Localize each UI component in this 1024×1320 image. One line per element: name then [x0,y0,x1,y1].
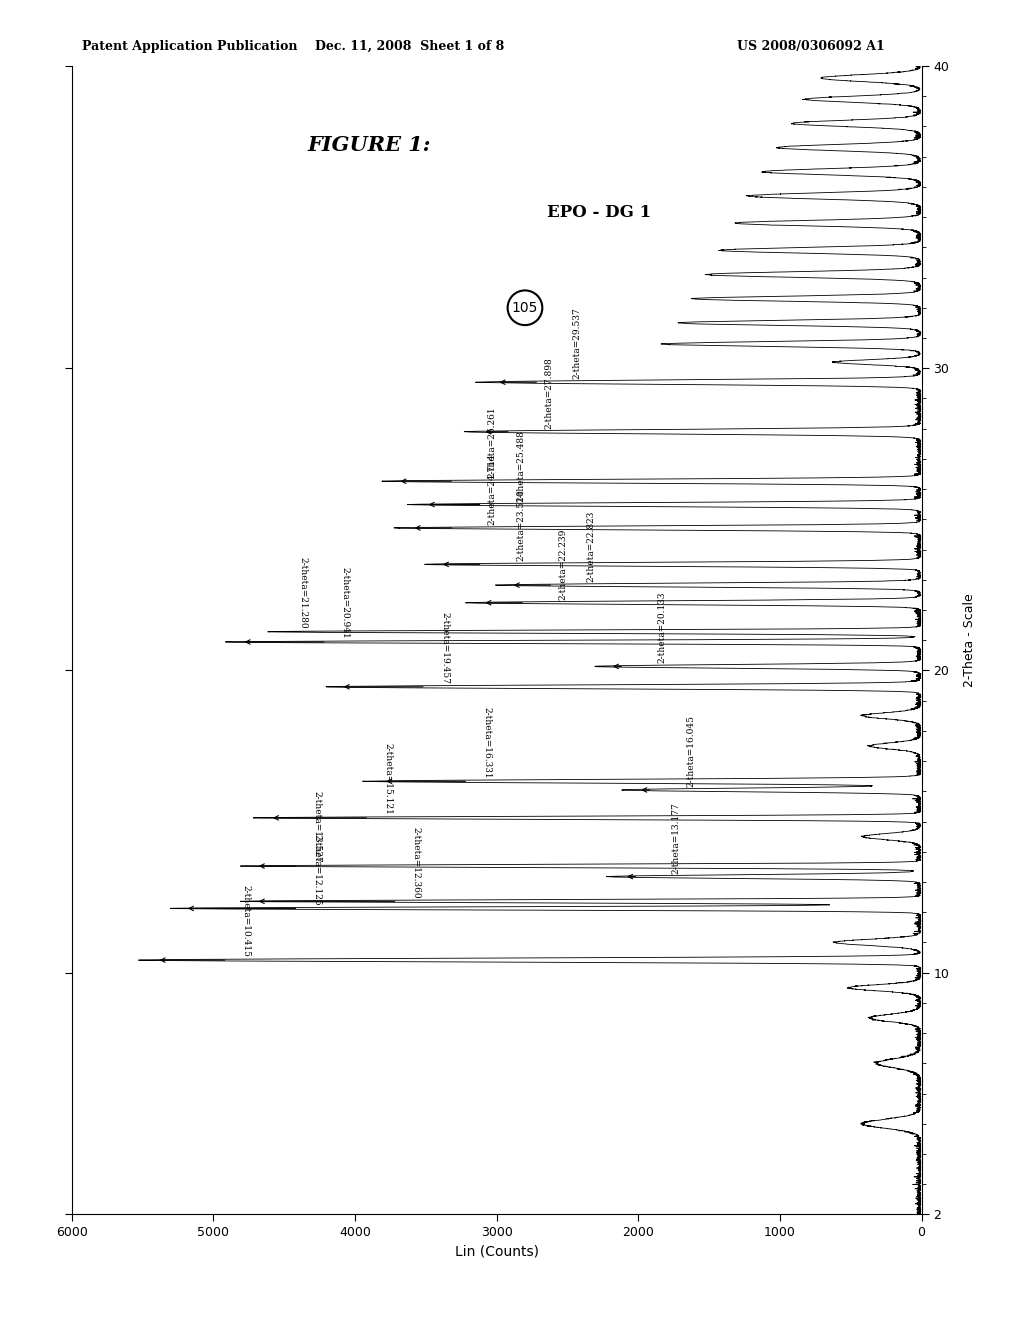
Text: Patent Application Publication: Patent Application Publication [82,40,297,53]
Text: 2-theta=13.527: 2-theta=13.527 [312,791,322,863]
Text: EPO - DG 1: EPO - DG 1 [547,203,650,220]
Text: 2-theta=13.177: 2-theta=13.177 [672,801,681,874]
Text: 2-theta=27.898: 2-theta=27.898 [545,356,553,429]
Text: 2-theta=16.331: 2-theta=16.331 [482,706,492,779]
Text: 2-theta=22.823: 2-theta=22.823 [587,511,596,582]
Text: 2-theta=26.261: 2-theta=26.261 [487,407,497,478]
Text: US 2008/0306092 A1: US 2008/0306092 A1 [737,40,885,53]
Text: 2-theta=20.133: 2-theta=20.133 [657,591,667,664]
Text: 2-theta=12.125: 2-theta=12.125 [312,834,322,906]
Y-axis label: 2-Theta - Scale: 2-Theta - Scale [964,593,976,688]
Text: Dec. 11, 2008  Sheet 1 of 8: Dec. 11, 2008 Sheet 1 of 8 [315,40,504,53]
Text: 2-theta=25.488: 2-theta=25.488 [516,430,525,502]
Text: 2-theta=29.537: 2-theta=29.537 [572,308,582,379]
Text: 2-theta=10.415: 2-theta=10.415 [242,886,251,957]
Text: 105: 105 [512,301,539,314]
Text: 2-theta=19.457: 2-theta=19.457 [440,611,449,684]
Text: 2-theta=16.045: 2-theta=16.045 [686,715,695,787]
Text: 2-theta=15.121: 2-theta=15.121 [383,743,392,814]
Text: 2-theta=23.510: 2-theta=23.510 [516,490,525,561]
Text: 2-theta=24.714: 2-theta=24.714 [487,453,497,525]
Text: FIGURE 1:: FIGURE 1: [307,135,431,154]
X-axis label: Lin (Counts): Lin (Counts) [455,1245,539,1259]
Text: 2-theta=20.941: 2-theta=20.941 [341,568,350,639]
Text: 2-theta=21.280: 2-theta=21.280 [298,557,307,628]
Text: 2-theta=12.360: 2-theta=12.360 [412,826,421,899]
Text: 2-theta=22.239: 2-theta=22.239 [558,528,567,599]
